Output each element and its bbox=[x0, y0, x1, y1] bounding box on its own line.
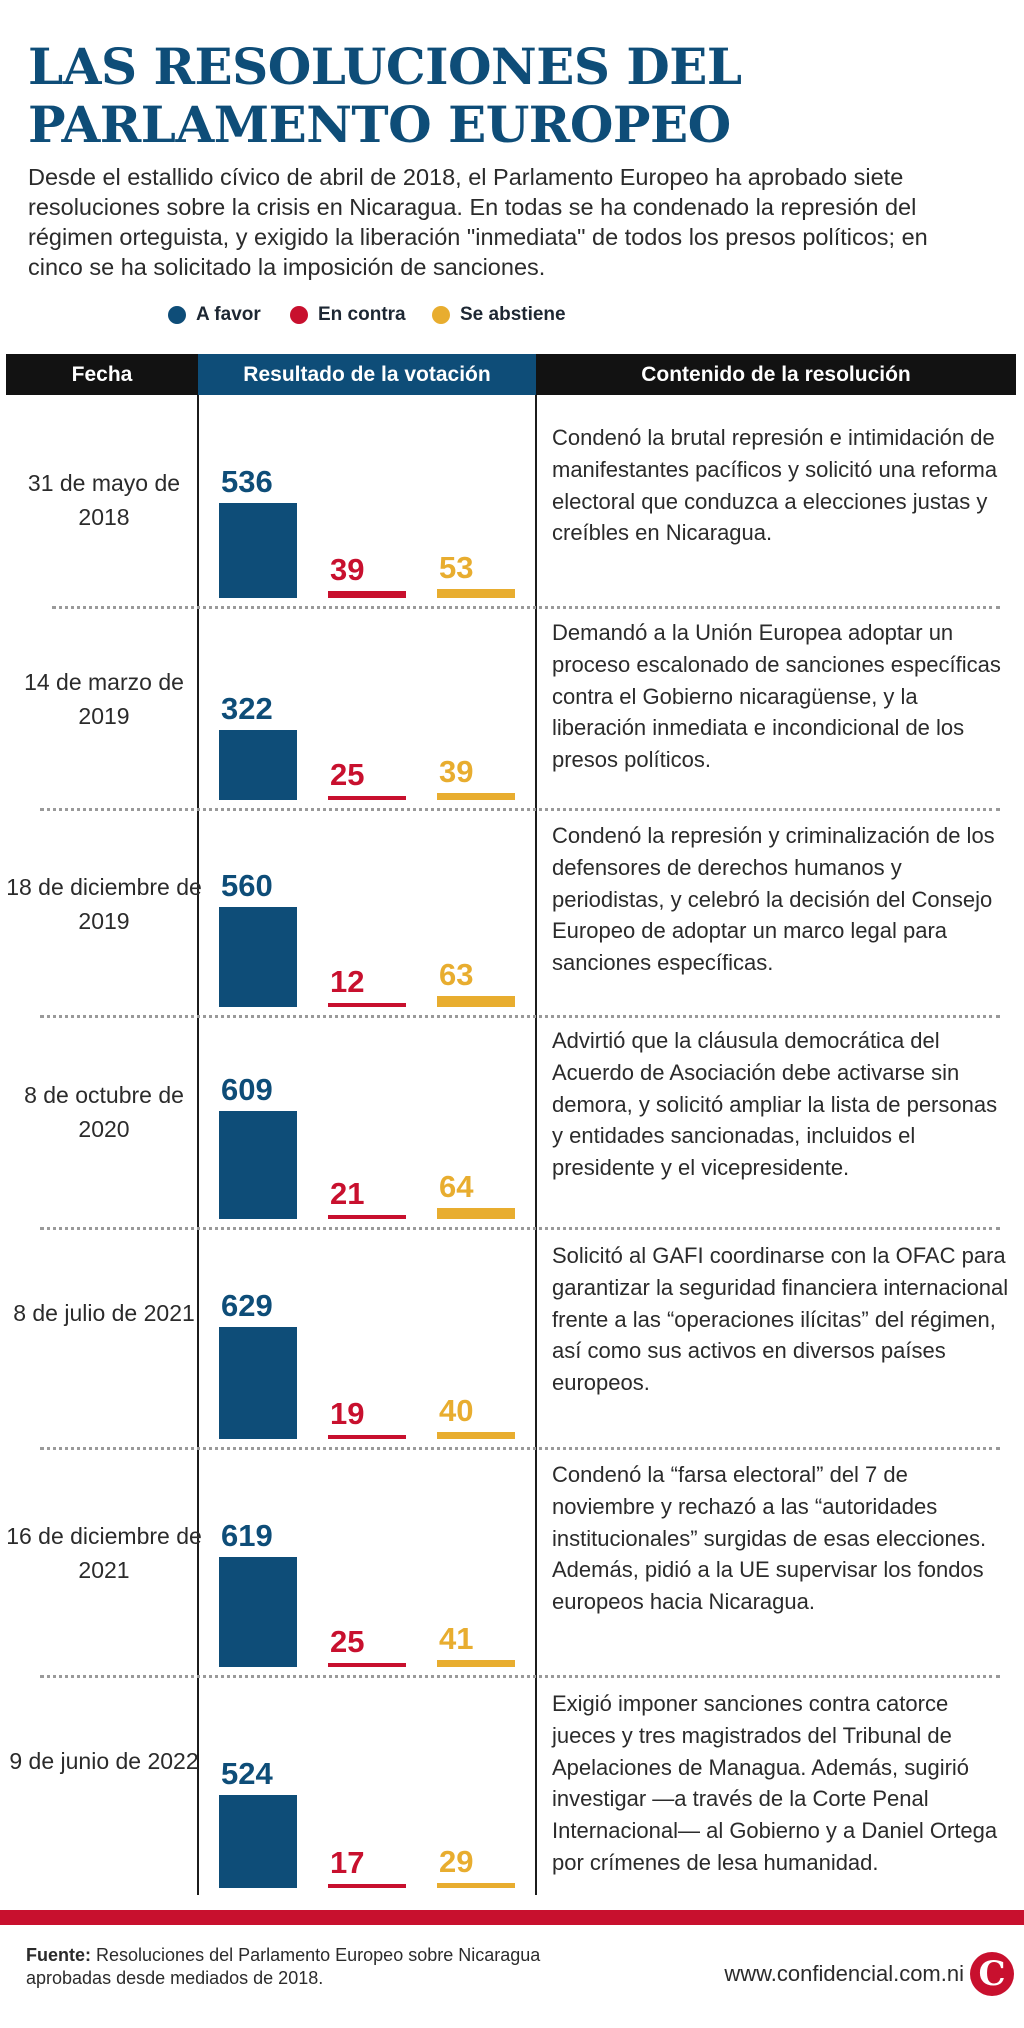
page-title: LAS RESOLUCIONES DEL PARLAMENTO EUROPEO bbox=[28, 37, 742, 154]
bar-abstiene bbox=[437, 1432, 515, 1439]
bar-label-abstiene: 64 bbox=[439, 1169, 474, 1204]
bar-label-abstiene: 29 bbox=[439, 1844, 474, 1879]
bar-favor bbox=[219, 503, 297, 598]
row-date: 9 de junio de 2022 bbox=[9, 1748, 199, 1774]
row-separator bbox=[52, 606, 1000, 609]
row-date: 31 de mayo de 2018 bbox=[27, 470, 181, 530]
row-content: Condenó la represión y criminalización d… bbox=[552, 823, 995, 976]
bar-favor bbox=[219, 1327, 297, 1439]
row-separator bbox=[40, 1015, 1000, 1018]
bar-label-favor: 619 bbox=[221, 1518, 273, 1553]
bar-abstiene bbox=[437, 1883, 515, 1888]
bar-favor bbox=[219, 1111, 297, 1219]
legend-dot-contra-icon bbox=[290, 306, 308, 324]
bar-abstiene bbox=[437, 589, 515, 598]
bar-label-favor: 524 bbox=[221, 1756, 273, 1791]
header-content: Contenido de la resolución bbox=[641, 363, 911, 386]
bar-abstiene bbox=[437, 1660, 515, 1667]
bar-label-favor: 629 bbox=[221, 1288, 273, 1323]
header-result: Resultado de la votación bbox=[198, 354, 536, 395]
bar-label-abstiene: 39 bbox=[439, 754, 474, 789]
bar-label-contra: 21 bbox=[330, 1176, 365, 1211]
bar-label-abstiene: 53 bbox=[439, 550, 474, 585]
bar-contra bbox=[328, 1215, 406, 1219]
bar-favor bbox=[219, 730, 297, 800]
legend-item-favor: A favor bbox=[168, 304, 261, 326]
row-date: 16 de diciembre de 2021 bbox=[6, 1523, 202, 1583]
row-date: 8 de julio de 2021 bbox=[13, 1299, 195, 1326]
row-separator bbox=[40, 1447, 1000, 1450]
bar-label-abstiene: 63 bbox=[439, 957, 474, 992]
source-text: Resoluciones del Parlamento Europeo sobr… bbox=[26, 1945, 541, 1988]
row-separator bbox=[40, 1227, 1000, 1230]
bar-favor bbox=[219, 907, 297, 1007]
row-date: 18 de diciembre de 2019 bbox=[6, 873, 202, 934]
bar-label-contra: 39 bbox=[330, 552, 365, 587]
bar-label-contra: 25 bbox=[330, 1624, 365, 1659]
legend-dot-abstiene-icon bbox=[432, 306, 450, 324]
bar-label-contra: 12 bbox=[330, 964, 365, 999]
row-date: 8 de octubre de 2020 bbox=[24, 1082, 184, 1142]
bar-label-contra: 25 bbox=[330, 757, 365, 792]
legend-item-contra: En contra bbox=[290, 304, 406, 326]
column-divider-right bbox=[535, 395, 537, 1895]
row-content: Condenó la “farsa electoral” del 7 de no… bbox=[552, 1462, 987, 1615]
bar-abstiene bbox=[437, 793, 515, 800]
legend-label-contra: En contra bbox=[318, 304, 406, 325]
bar-label-abstiene: 40 bbox=[439, 1393, 474, 1428]
row-separator bbox=[40, 808, 1000, 811]
legend-label-abstiene: Se abstiene bbox=[460, 304, 566, 325]
row-content: Advirtió que la cláusula democrática del… bbox=[552, 1028, 998, 1181]
row-content: Exigió imponer sanciones contra catorce … bbox=[552, 1691, 998, 1875]
table-header: Fecha Resultado de la votación Contenido… bbox=[6, 354, 1016, 395]
bar-contra bbox=[328, 1884, 406, 1888]
bar-contra bbox=[328, 1663, 406, 1667]
legend-label-favor: A favor bbox=[196, 304, 261, 325]
bar-favor bbox=[219, 1557, 297, 1667]
bar-label-favor: 560 bbox=[221, 868, 273, 903]
legend-item-abstiene: Se abstiene bbox=[432, 304, 566, 326]
row-content: Demandó a la Unión Europea adoptar un pr… bbox=[552, 620, 1001, 773]
bar-label-favor: 609 bbox=[221, 1072, 273, 1107]
bar-contra bbox=[328, 1003, 406, 1007]
source-label: Fuente: bbox=[26, 1945, 91, 1965]
bar-label-contra: 17 bbox=[330, 1845, 365, 1880]
bar-abstiene bbox=[437, 1208, 515, 1219]
row-date: 14 de marzo de 2019 bbox=[24, 668, 184, 729]
footer-divider bbox=[0, 1910, 1024, 1925]
row-content: Solicitó al GAFI coordinarse con la OFAC… bbox=[552, 1243, 1009, 1396]
bar-label-favor: 322 bbox=[221, 691, 273, 726]
bar-label-contra: 19 bbox=[330, 1396, 365, 1431]
confidencial-logo-icon: C bbox=[970, 1952, 1014, 1996]
bar-label-abstiene: 41 bbox=[439, 1621, 474, 1656]
page-subtitle: Desde el estallido cívico de abril de 20… bbox=[28, 164, 928, 280]
bar-contra bbox=[328, 591, 406, 598]
bar-abstiene bbox=[437, 996, 515, 1007]
site-url[interactable]: www.confidencial.com.ni bbox=[724, 1961, 964, 1986]
bar-favor bbox=[219, 1795, 297, 1888]
bar-contra bbox=[328, 796, 406, 800]
row-separator bbox=[40, 1675, 1000, 1678]
column-divider-left bbox=[197, 395, 199, 1895]
header-date: Fecha bbox=[71, 363, 133, 386]
source-note: Fuente: Resoluciones del Parlamento Euro… bbox=[26, 1944, 546, 1990]
bar-label-favor: 536 bbox=[221, 464, 273, 499]
row-content: Condenó la brutal represión e intimidaci… bbox=[552, 425, 998, 546]
bar-contra bbox=[328, 1435, 406, 1439]
legend-dot-favor-icon bbox=[168, 306, 186, 324]
